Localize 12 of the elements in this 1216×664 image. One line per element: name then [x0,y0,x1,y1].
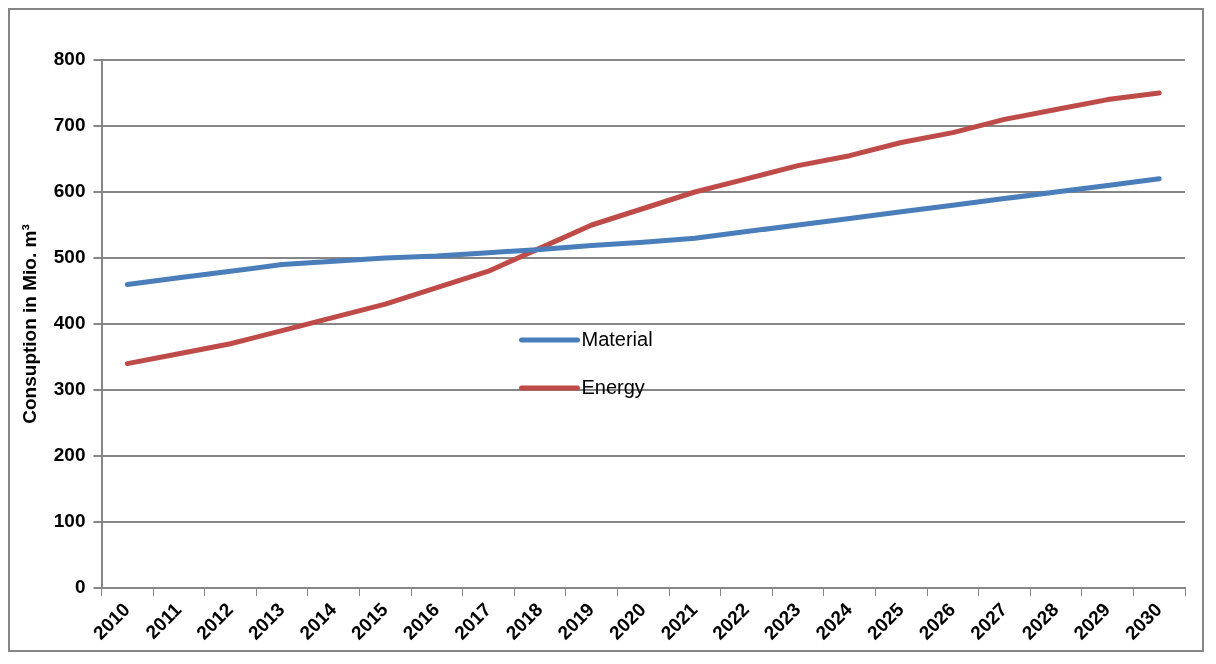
y-tick-label: 500 [53,246,86,268]
y-tick-label: 700 [53,114,86,136]
y-tick-label: 600 [53,180,86,202]
y-tick-label: 300 [53,378,86,400]
y-axis-title: Consuption in Mio. m³ [18,224,40,424]
y-tick-label: 0 [74,576,86,598]
legend-label: Material [581,327,653,350]
y-tick-label: 400 [53,312,86,334]
y-tick-label: 800 [53,48,86,70]
y-tick-label: 100 [53,510,86,532]
y-tick-label: 200 [53,444,86,466]
legend-label: Energy [581,375,645,398]
